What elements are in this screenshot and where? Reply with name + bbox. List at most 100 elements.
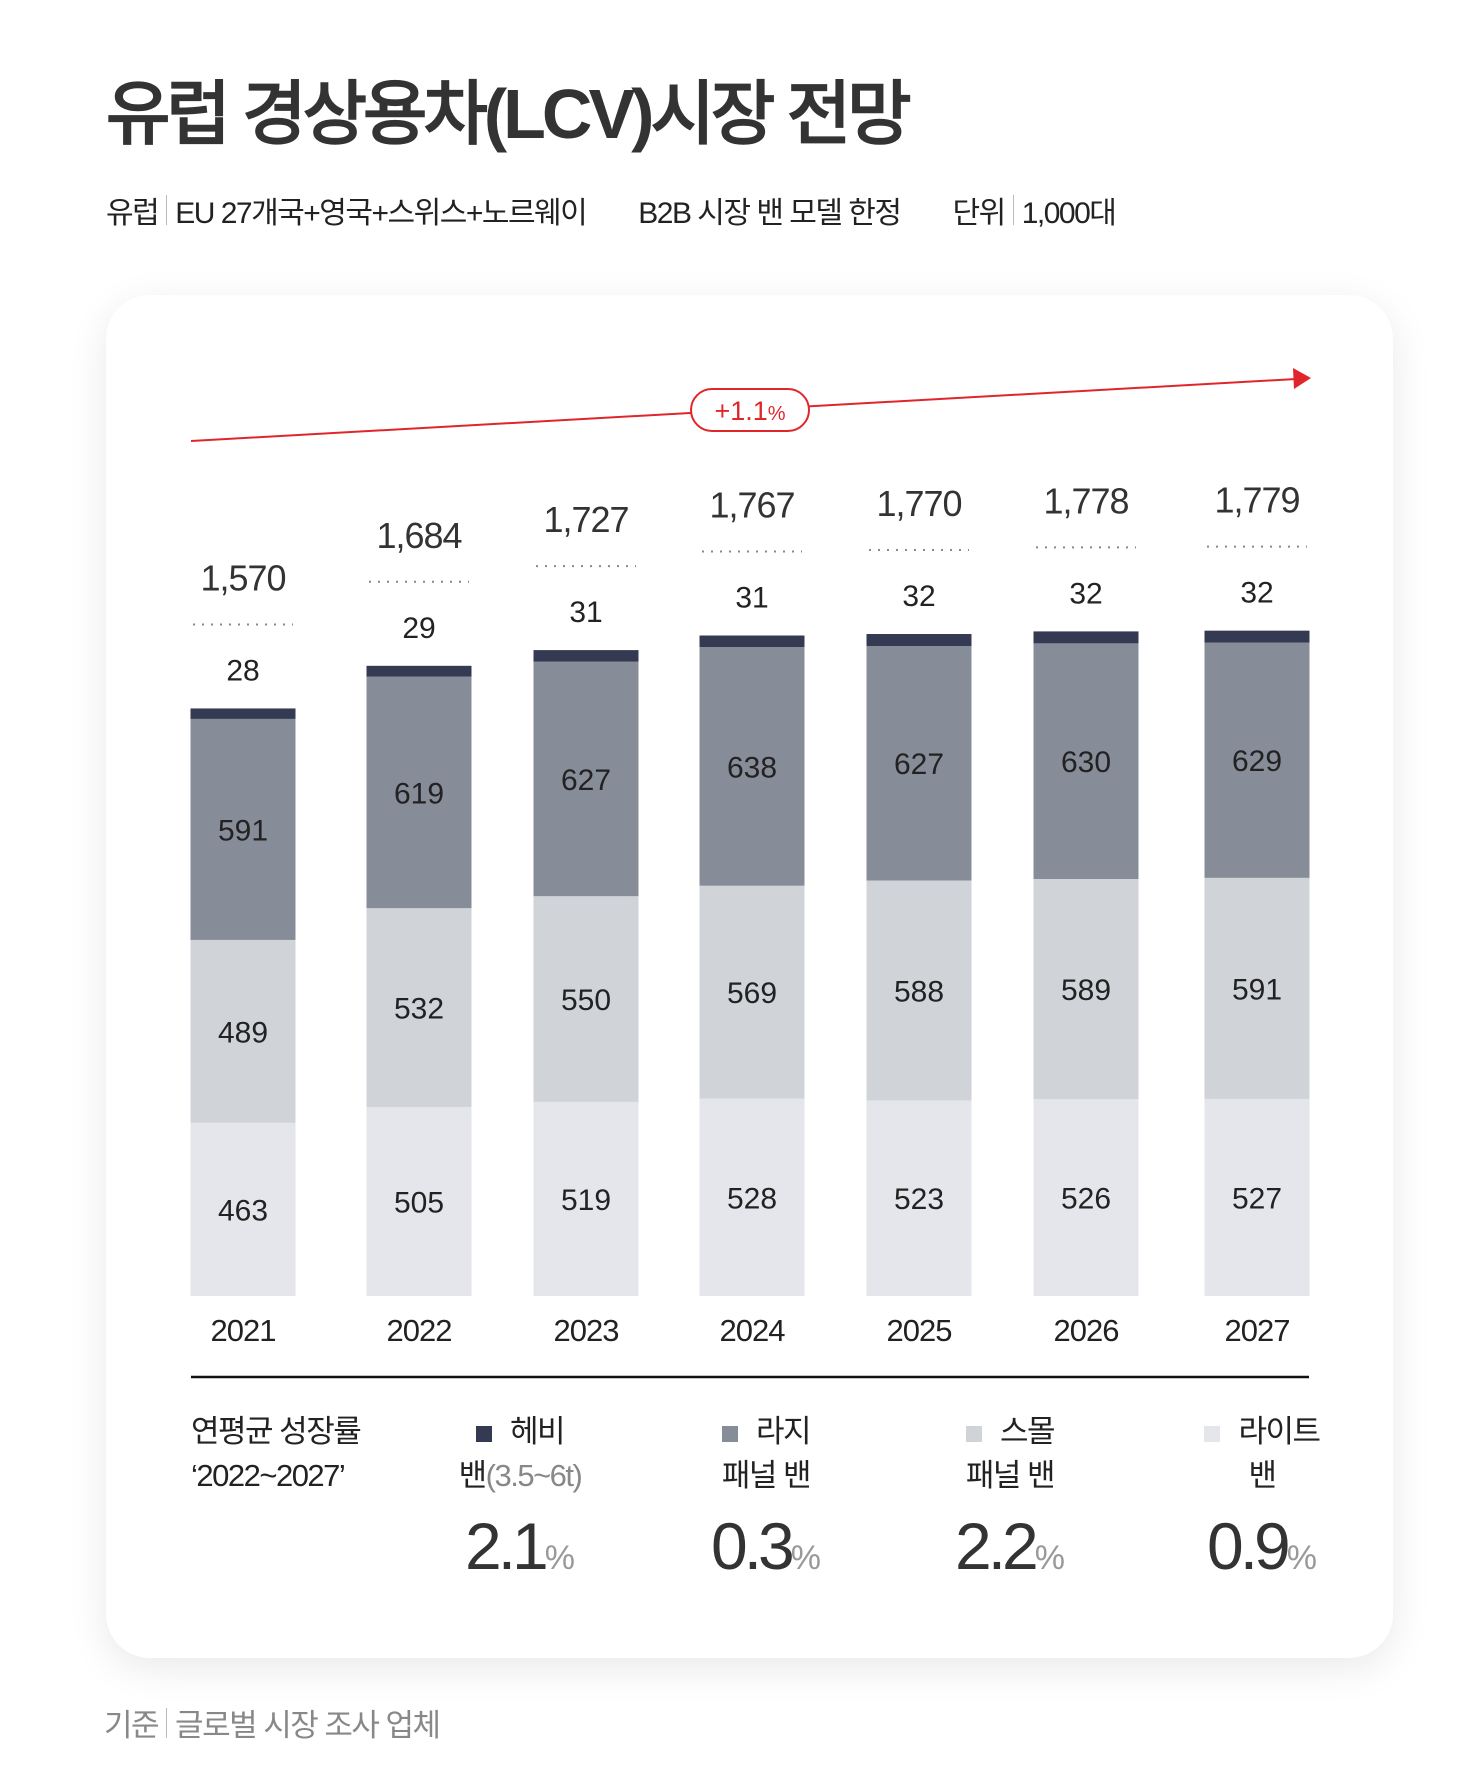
growth-unit: %: [544, 1539, 575, 1577]
heavy-value-label: 31: [569, 596, 602, 629]
heavy-value-label: 31: [735, 582, 768, 615]
bar-segment: [699, 1098, 805, 1296]
subtitle-row: 유럽 EU 27개국+영국+스위스+노르웨이 B2B 시장 밴 모델 한정 단위 1…: [106, 188, 1117, 232]
bar-segment: [533, 650, 639, 662]
bar-segment: [533, 896, 639, 1102]
legend-heading-line1: 연평균 성장률: [191, 1414, 362, 1449]
segment-value-label: 630: [1061, 746, 1111, 779]
growth-unit: %: [1034, 1539, 1065, 1577]
bar-segment: [1033, 1099, 1139, 1296]
segment-value-label: 505: [394, 1187, 444, 1220]
bar-segment: [699, 647, 805, 886]
segment-value-label: 523: [894, 1183, 944, 1216]
legend-swatch: [721, 1425, 738, 1442]
bar-segment: [1033, 631, 1139, 644]
segment-value-label: 527: [1232, 1182, 1282, 1215]
bar-segment: [190, 1122, 296, 1296]
page-title: 유럽 경상용차(LCV)시장 전망: [106, 75, 912, 153]
legend-label: 라이트: [1238, 1414, 1321, 1449]
heavy-value-label: 28: [226, 654, 259, 687]
legend-item: 라이트 밴 0.9%: [1152, 1410, 1372, 1580]
segment-value-label: 627: [561, 764, 611, 797]
bar-segment: [866, 645, 972, 881]
segment-value-label: 463: [218, 1194, 268, 1227]
segment-value-label: 526: [1061, 1183, 1111, 1216]
legend-label: 헤비: [509, 1414, 566, 1449]
segment-value-label: 619: [394, 777, 444, 810]
total-label: 1,778: [1043, 480, 1128, 521]
growth-unit: %: [790, 1539, 821, 1577]
region-info: 유럽 EU 27개국+영국+스위스+노르웨이: [106, 188, 588, 232]
legend-label-line2: 밴: [458, 1458, 488, 1493]
x-tick-label: 2021: [211, 1313, 276, 1348]
growth-number: 2.2: [955, 1509, 1039, 1583]
total-label: 1,770: [876, 483, 961, 524]
region-label: 유럽: [106, 197, 160, 230]
x-tick-label: 2024: [720, 1313, 786, 1348]
segment-value-label: 627: [894, 748, 944, 781]
growth-number: 0.9: [1207, 1509, 1291, 1583]
bar-segment: [1033, 878, 1139, 1100]
source-value: 글로벌 시장 조사 업체: [175, 1708, 441, 1743]
scope-info: B2B 시장 밴 모델 한정: [638, 197, 902, 230]
heavy-value-label: 29: [402, 612, 435, 645]
unit-label: 단위: [952, 197, 1007, 230]
legend-swatch: [475, 1425, 492, 1442]
bar-segment: [366, 908, 472, 1108]
legend-label: 라지: [755, 1414, 812, 1449]
x-tick-label: 2022: [387, 1313, 452, 1348]
segment-value-label: 589: [1061, 974, 1111, 1007]
unit-value: 1,000대: [1021, 197, 1117, 230]
divider: [166, 1707, 168, 1738]
bar-segment: [699, 635, 805, 648]
x-tick-label: 2025: [887, 1313, 952, 1348]
bar-segment: [1204, 877, 1310, 1099]
segment-value-label: 591: [1232, 973, 1282, 1006]
divider: [166, 195, 168, 225]
bar-segment: [866, 634, 972, 646]
bar-segment: [366, 676, 472, 909]
legend-swatch: [965, 1425, 982, 1442]
bar-segment: [190, 939, 296, 1123]
segment-value-label: 588: [894, 975, 944, 1008]
arrow-head-icon: [1293, 368, 1311, 389]
heavy-value-label: 32: [902, 580, 935, 613]
bar-segment: [1204, 642, 1310, 878]
growth-value: 0.9%: [1152, 1513, 1372, 1580]
bar-segment: [866, 1100, 972, 1296]
legend-label: 스몰: [999, 1414, 1056, 1449]
legend-label-line2: 패널 밴: [721, 1458, 812, 1493]
trend-badge: [690, 388, 810, 432]
legend-swatch: [1204, 1425, 1221, 1442]
bar-segment: [366, 1107, 472, 1296]
total-label: 1,767: [709, 485, 794, 526]
source-label: 기준: [104, 1708, 160, 1743]
legend-item: 헤비 밴(3.5~6t) 2.1%: [410, 1410, 630, 1580]
trend-label: +1.1%: [714, 396, 785, 426]
bar-segment: [1204, 630, 1310, 643]
growth-number: 2.1: [465, 1509, 549, 1583]
region-value: EU 27개국+영국+스위스+노르웨이: [175, 197, 588, 230]
segment-value-label: 519: [561, 1184, 611, 1217]
total-label: 1,727: [543, 499, 628, 540]
bar-segment: [866, 880, 972, 1101]
segment-value-label: 528: [727, 1182, 777, 1215]
total-label: 1,684: [376, 515, 461, 556]
growth-unit: %: [1286, 1539, 1317, 1577]
legend-item: 스몰 패널 밴 2.2%: [900, 1410, 1120, 1580]
heavy-value-label: 32: [1240, 577, 1273, 610]
divider: [1012, 195, 1014, 225]
growth-number: 0.3: [711, 1509, 795, 1583]
segment-value-label: 550: [561, 984, 611, 1017]
bar-segment: [190, 708, 296, 719]
legend-note: (3.5~6t): [485, 1458, 583, 1493]
segment-value-label: 569: [727, 977, 777, 1010]
x-tick-label: 2026: [1054, 1313, 1119, 1348]
legend-label-line2: 패널 밴: [965, 1458, 1056, 1493]
segment-value-label: 638: [727, 751, 777, 784]
source-footer: 기준 글로벌 시장 조사 업체: [104, 1700, 441, 1745]
growth-value: 0.3%: [656, 1513, 876, 1580]
bar-segment: [190, 718, 296, 940]
bar-segment: [533, 1101, 639, 1296]
